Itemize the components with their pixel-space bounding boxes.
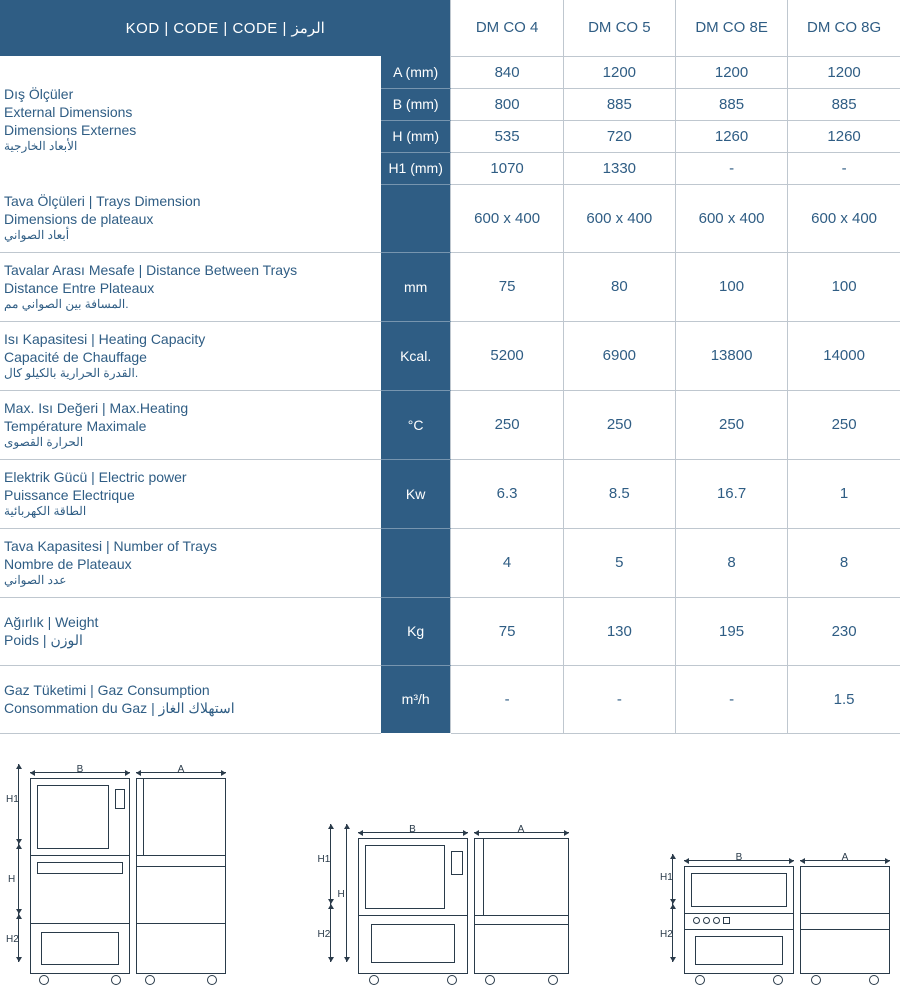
value-cell: 100 <box>788 252 900 321</box>
unit-cell: A (mm) <box>381 56 451 88</box>
value-cell: 5 <box>563 528 675 597</box>
unit-cell: °C <box>381 390 451 459</box>
value-cell: 720 <box>563 120 675 152</box>
value-cell: 75 <box>451 252 563 321</box>
unit-cell: B (mm) <box>381 88 451 120</box>
unit-cell: H (mm) <box>381 120 451 152</box>
row-label: Isı Kapasitesi | Heating CapacityCapacit… <box>0 321 381 390</box>
value-cell: 13800 <box>675 321 787 390</box>
unit-cell: Kcal. <box>381 321 451 390</box>
unit-cell <box>381 528 451 597</box>
value-cell: 230 <box>788 597 900 665</box>
value-cell: - <box>451 665 563 733</box>
value-cell: 1 <box>788 459 900 528</box>
value-cell: 80 <box>563 252 675 321</box>
header-col-2: DM CO 8E <box>675 0 787 56</box>
unit-cell: Kw <box>381 459 451 528</box>
value-cell: 250 <box>788 390 900 459</box>
dim-row: Dış ÖlçülerExternal DimensionsDimensions… <box>0 56 900 88</box>
row-label: Tava Ölçüleri | Trays DimensionDimension… <box>0 184 381 252</box>
value-cell: 1260 <box>788 120 900 152</box>
unit-cell: H1 (mm) <box>381 152 451 184</box>
spec-row: Gaz Tüketimi | Gaz ConsumptionConsommati… <box>0 665 900 733</box>
value-cell: 75 <box>451 597 563 665</box>
value-cell: 8 <box>788 528 900 597</box>
row-label: Elektrik Gücü | Electric powerPuissance … <box>0 459 381 528</box>
value-cell: 600 x 400 <box>563 184 675 252</box>
value-cell: 800 <box>451 88 563 120</box>
value-cell: 885 <box>675 88 787 120</box>
value-cell: 1.5 <box>788 665 900 733</box>
row-label: Gaz Tüketimi | Gaz ConsumptionConsommati… <box>0 665 381 733</box>
row-label: Ağırlık | WeightPoids | الوزن <box>0 597 381 665</box>
value-cell: 1330 <box>563 152 675 184</box>
value-cell: 885 <box>788 88 900 120</box>
value-cell: 16.7 <box>675 459 787 528</box>
value-cell: - <box>675 152 787 184</box>
unit-cell: m³/h <box>381 665 451 733</box>
row-label: Tavalar Arası Mesafe | Distance Between … <box>0 252 381 321</box>
value-cell: 130 <box>563 597 675 665</box>
unit-cell <box>381 184 451 252</box>
header-col-1: DM CO 5 <box>563 0 675 56</box>
spec-row: Tava Ölçüleri | Trays DimensionDimension… <box>0 184 900 252</box>
value-cell: 1200 <box>675 56 787 88</box>
value-cell: 600 x 400 <box>788 184 900 252</box>
value-cell: 14000 <box>788 321 900 390</box>
value-cell: 8 <box>675 528 787 597</box>
row-label: Max. Isı Değeri | Max.HeatingTempérature… <box>0 390 381 459</box>
value-cell: 250 <box>675 390 787 459</box>
spec-row: Tava Kapasitesi | Number of TraysNombre … <box>0 528 900 597</box>
unit-cell: mm <box>381 252 451 321</box>
header-row: KOD | CODE | CODE | الرمز DM CO 4 DM CO … <box>0 0 900 56</box>
value-cell: 1200 <box>788 56 900 88</box>
header-label: KOD | CODE | CODE | الرمز <box>0 0 451 56</box>
spec-row: Ağırlık | WeightPoids | الوزنKg751301952… <box>0 597 900 665</box>
value-cell: 4 <box>451 528 563 597</box>
value-cell: 1070 <box>451 152 563 184</box>
header-col-0: DM CO 4 <box>451 0 563 56</box>
header-col-3: DM CO 8G <box>788 0 900 56</box>
spec-row: Elektrik Gücü | Electric powerPuissance … <box>0 459 900 528</box>
dim-label: Dış ÖlçülerExternal DimensionsDimensions… <box>0 56 381 184</box>
diagram-2: H1 H2 H B A <box>322 824 569 974</box>
value-cell: 840 <box>451 56 563 88</box>
diagram-1: H1 H H2 B A <box>10 764 226 974</box>
value-cell: - <box>788 152 900 184</box>
diagram-3: H1 H2 B <box>664 854 890 974</box>
value-cell: 5200 <box>451 321 563 390</box>
value-cell: 8.5 <box>563 459 675 528</box>
value-cell: 100 <box>675 252 787 321</box>
value-cell: 885 <box>563 88 675 120</box>
value-cell: 6.3 <box>451 459 563 528</box>
dimension-diagrams: H1 H H2 B A <box>0 734 900 994</box>
value-cell: 600 x 400 <box>451 184 563 252</box>
unit-cell: Kg <box>381 597 451 665</box>
value-cell: 1260 <box>675 120 787 152</box>
value-cell: 250 <box>451 390 563 459</box>
value-cell: 600 x 400 <box>675 184 787 252</box>
row-label: Tava Kapasitesi | Number of TraysNombre … <box>0 528 381 597</box>
value-cell: 6900 <box>563 321 675 390</box>
spec-row: Max. Isı Değeri | Max.HeatingTempérature… <box>0 390 900 459</box>
value-cell: 250 <box>563 390 675 459</box>
spec-table: KOD | CODE | CODE | الرمز DM CO 4 DM CO … <box>0 0 900 734</box>
value-cell: 535 <box>451 120 563 152</box>
value-cell: 1200 <box>563 56 675 88</box>
value-cell: - <box>675 665 787 733</box>
value-cell: 195 <box>675 597 787 665</box>
value-cell: - <box>563 665 675 733</box>
spec-row: Tavalar Arası Mesafe | Distance Between … <box>0 252 900 321</box>
spec-row: Isı Kapasitesi | Heating CapacityCapacit… <box>0 321 900 390</box>
